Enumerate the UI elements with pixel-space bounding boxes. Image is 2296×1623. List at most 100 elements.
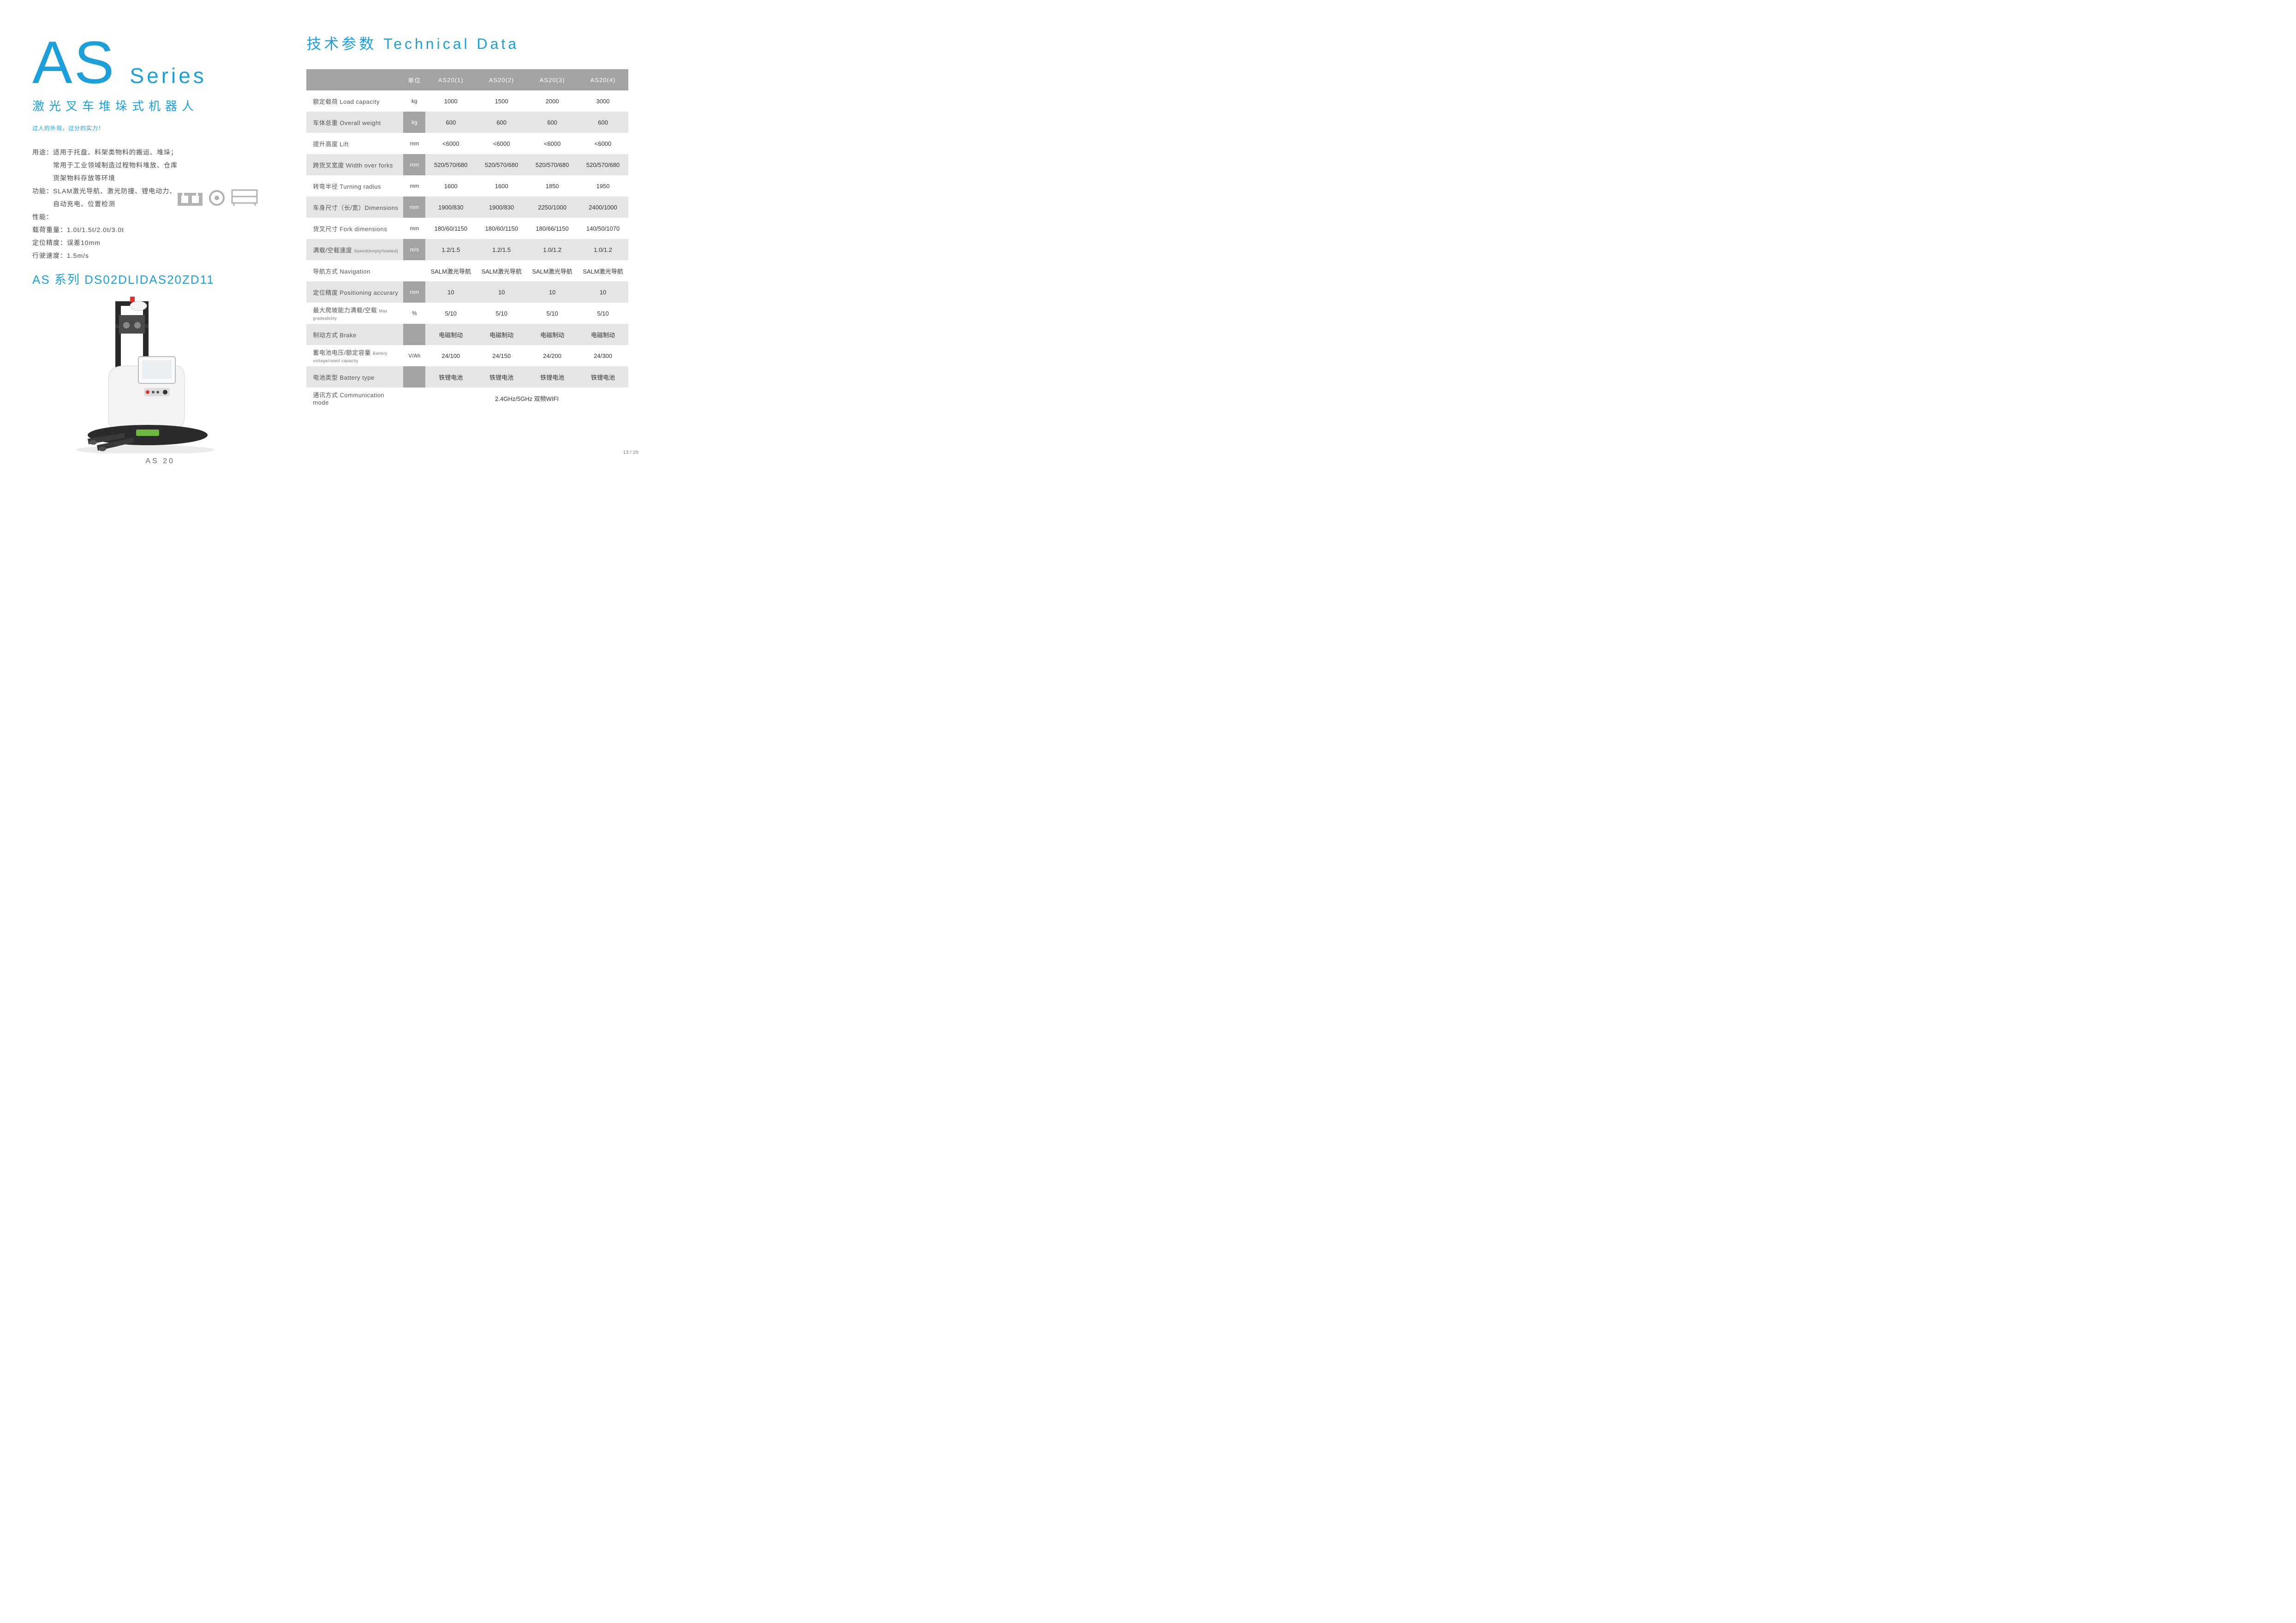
row-unit [403, 324, 425, 345]
row-label: 车身尺寸（长/宽）Dimensions [306, 197, 403, 218]
row-value: 1900/830 [425, 197, 476, 218]
rack-icon [231, 189, 258, 206]
table-row: 制动方式 Brake电磁制动电磁制动电磁制动电磁制动 [306, 324, 628, 345]
spec-table: 单位 AS20(1) AS20(2) AS20(3) AS20(4) 额定载荷 … [306, 69, 628, 409]
subtitle-cn: 激光叉车堆垛式机器人 [32, 97, 288, 114]
row-value: 1600 [425, 175, 476, 197]
row-value: 600 [578, 112, 628, 133]
pallet-icon [178, 193, 203, 206]
row-value: 电磁制动 [425, 324, 476, 345]
row-value: <6000 [578, 133, 628, 154]
table-row: 转弯半径 Turning radiusmm1600160018501950 [306, 175, 628, 197]
table-row: 货叉尺寸 Fork dimensionsmm180/60/1150180/60/… [306, 218, 628, 239]
row-value: SALM激光导航 [425, 260, 476, 281]
row-value: 520/570/680 [425, 154, 476, 175]
row-value: 1600 [476, 175, 527, 197]
row-value: 24/200 [527, 345, 578, 366]
table-row: 最大爬坡能力满载/空载 Max gradeability%5/105/105/1… [306, 303, 628, 324]
row-value: 1.2/1.5 [476, 239, 527, 260]
row-value: 520/570/680 [527, 154, 578, 175]
row-label: 最大爬坡能力满载/空载 Max gradeability [306, 303, 403, 324]
row-unit: mm [403, 175, 425, 197]
row-value: 180/60/1150 [425, 218, 476, 239]
row-unit: % [403, 303, 425, 324]
row-unit: m/s [403, 239, 425, 260]
row-value: 铁锂电池 [476, 366, 527, 388]
row-unit: mm [403, 154, 425, 175]
row-value: 2250/1000 [527, 197, 578, 218]
row-label: 跨货叉宽度 Width over forks [306, 154, 403, 175]
product-caption: AS 20 [32, 457, 288, 465]
row-label: 导航方式 Navigation [306, 260, 403, 281]
row-unit [403, 260, 425, 281]
product-image [65, 297, 231, 453]
row-value: 140/50/1070 [578, 218, 628, 239]
row-value: 600 [476, 112, 527, 133]
row-value: SALM激光导航 [527, 260, 578, 281]
model-code: AS 系列 DS02DLIDAS20ZD11 [32, 270, 288, 287]
row-value: 1.2/1.5 [425, 239, 476, 260]
table-row: 电池类型 Battery type铁锂电池铁锂电池铁锂电池铁锂电池 [306, 366, 628, 388]
row-unit: kg [403, 112, 425, 133]
row-value: 180/66/1150 [527, 218, 578, 239]
row-value: 2400/1000 [578, 197, 628, 218]
title-main: AS [32, 32, 116, 92]
row-unit: mm [403, 218, 425, 239]
row-value: 10 [527, 281, 578, 303]
table-row: 蓄电池电压/额定容量 Battery voltage/rated capacit… [306, 345, 628, 366]
row-value: 10 [425, 281, 476, 303]
row-value: 电磁制动 [476, 324, 527, 345]
row-label: 车体总重 Overall weight [306, 112, 403, 133]
table-row: 提升高度 Liftmm<6000<6000<6000<6000 [306, 133, 628, 154]
row-label: 额定载荷 Load capacity [306, 90, 403, 112]
row-value: 2000 [527, 90, 578, 112]
row-value: SALM激光导航 [578, 260, 628, 281]
row-value: 5/10 [425, 303, 476, 324]
page-number: 13 / 29 [623, 450, 638, 455]
row-unit: mm [403, 133, 425, 154]
row-value: 24/300 [578, 345, 628, 366]
row-value: 铁锂电池 [578, 366, 628, 388]
row-label: 电池类型 Battery type [306, 366, 403, 388]
row-value: 24/150 [476, 345, 527, 366]
row-label: 满载/空载速度 Speed(empty/loaded) [306, 239, 403, 260]
row-value: 5/10 [527, 303, 578, 324]
row-value: 180/60/1150 [476, 218, 527, 239]
table-row: 额定载荷 Load capacitykg1000150020003000 [306, 90, 628, 112]
row-label: 转弯半径 Turning radius [306, 175, 403, 197]
row-value: 5/10 [476, 303, 527, 324]
row-value: 1950 [578, 175, 628, 197]
row-label: 定位精度 Positioning accurary [306, 281, 403, 303]
row-value: 1000 [425, 90, 476, 112]
table-row: 导航方式 NavigationSALM激光导航SALM激光导航SALM激光导航S… [306, 260, 628, 281]
row-value: 600 [425, 112, 476, 133]
comm-value: 2.4GHz/5GHz 双频WIFI [425, 388, 628, 409]
table-row: 满载/空载速度 Speed(empty/loaded)m/s1.2/1.51.2… [306, 239, 628, 260]
row-value: 520/570/680 [578, 154, 628, 175]
table-row-comm: 通讯方式 Communication mode2.4GHz/5GHz 双频WIF… [306, 388, 628, 409]
table-row: 车体总重 Overall weightkg600600600600 [306, 112, 628, 133]
row-value: 1900/830 [476, 197, 527, 218]
row-value: 电磁制动 [578, 324, 628, 345]
row-value: <6000 [476, 133, 527, 154]
table-row: 定位精度 Positioning accurarymm10101010 [306, 281, 628, 303]
reel-icon [209, 190, 225, 206]
row-unit: mm [403, 281, 425, 303]
row-value: 10 [578, 281, 628, 303]
tech-data-title: 技术参数 Technical Data [306, 32, 628, 54]
row-label: 制动方式 Brake [306, 324, 403, 345]
row-value: SALM激光导航 [476, 260, 527, 281]
table-row: 车身尺寸（长/宽）Dimensionsmm1900/8301900/830225… [306, 197, 628, 218]
row-unit: V/Ah [403, 345, 425, 366]
row-value: 3000 [578, 90, 628, 112]
row-value: 1850 [527, 175, 578, 197]
row-value: 1.0/1.2 [578, 239, 628, 260]
row-value: 520/570/680 [476, 154, 527, 175]
row-unit [403, 366, 425, 388]
table-header-row: 单位 AS20(1) AS20(2) AS20(3) AS20(4) [306, 69, 628, 90]
row-value: 600 [527, 112, 578, 133]
row-label: 提升高度 Lift [306, 133, 403, 154]
row-label: 货叉尺寸 Fork dimensions [306, 218, 403, 239]
row-unit: mm [403, 197, 425, 218]
row-value: 1500 [476, 90, 527, 112]
